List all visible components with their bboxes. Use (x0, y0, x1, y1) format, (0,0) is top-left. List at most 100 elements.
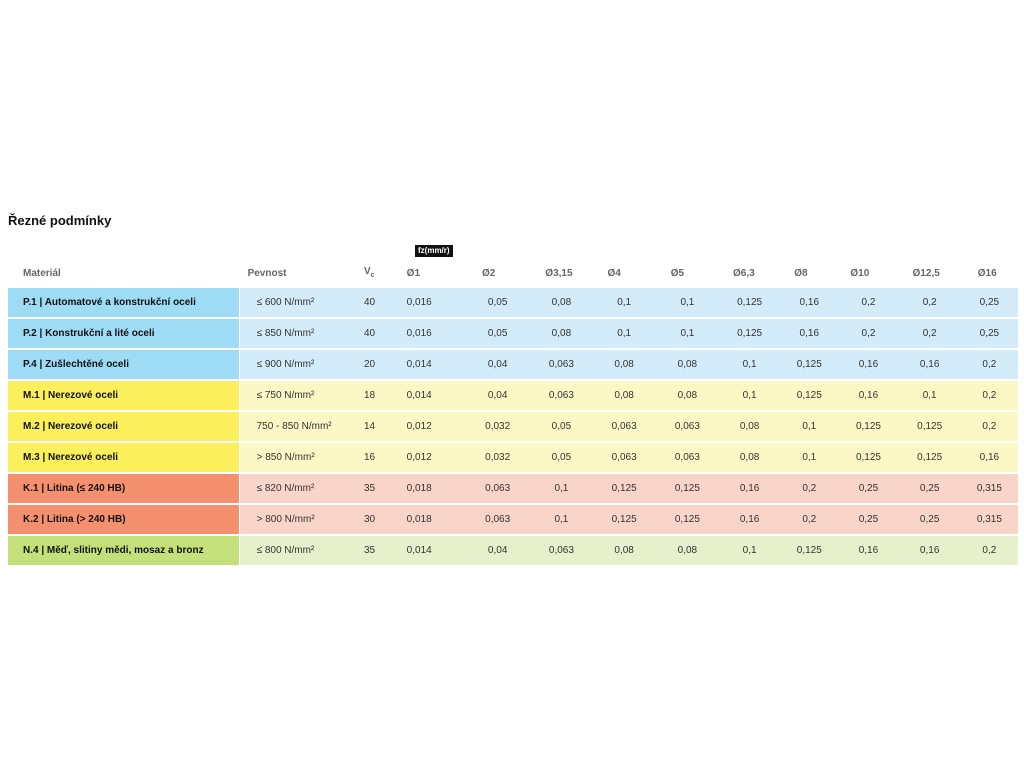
header-strength: Pevnost (247, 268, 287, 279)
fz-cell: 0,032 (465, 412, 531, 443)
header-diameter: Ø3,15 (545, 268, 573, 279)
fz-cell: 0,05 (465, 319, 531, 350)
fz-cell: 0,1 (780, 412, 839, 443)
fz-cell: 0,012 (396, 443, 466, 474)
fz-cell: 0,08 (530, 319, 593, 350)
fz-cell: 0,25 (960, 319, 1018, 350)
material-cell: P.4 | Zušlechtěné oceli (8, 350, 240, 381)
fz-cell: 0,1 (719, 536, 781, 567)
fz-cell: 0,16 (838, 350, 899, 381)
fz-cell: 0,063 (530, 381, 593, 412)
material-cell: N.4 | Měď, slitiny mědi, mosaz a bronz (8, 536, 240, 567)
fz-cell: 0,1 (530, 505, 593, 536)
fz-cell: 0,014 (396, 381, 466, 412)
fz-cell: 0,25 (898, 505, 961, 536)
fz-cell: 0,018 (396, 505, 466, 536)
fz-cell: 0,25 (838, 505, 899, 536)
vc-cell: 40 (359, 319, 397, 350)
fz-cell: 0,2 (780, 505, 839, 536)
fz-cell: 0,014 (396, 536, 466, 567)
fz-cell: 0,063 (530, 350, 593, 381)
fz-cell: 0,16 (838, 536, 899, 567)
fz-cell: 0,08 (655, 381, 720, 412)
material-cell: M.3 | Nerezové oceli (8, 443, 240, 474)
material-cell: P.2 | Konstrukční a lité oceli (8, 319, 240, 350)
fz-cell: 0,16 (838, 381, 899, 412)
fz-cell: 0,125 (838, 412, 899, 443)
cutting-conditions-table: Materiál Pevnost Vc Ø1 Ø2 Ø3,15 Ø4 Ø5 Ø6… (8, 250, 1018, 567)
header-vc-main: V (363, 266, 371, 277)
fz-cell: 0,018 (396, 474, 466, 505)
fz-cell: 0,04 (465, 381, 531, 412)
vc-cell: 35 (359, 474, 397, 505)
fz-cell: 0,16 (960, 443, 1018, 474)
fz-cell: 0,2 (838, 319, 899, 350)
fz-cell: 0,063 (655, 412, 720, 443)
header-vc: Vc (360, 250, 397, 288)
fz-cell: 0,2 (780, 474, 839, 505)
fz-cell: 0,016 (396, 319, 466, 350)
fz-cell: 0,125 (898, 412, 961, 443)
fz-cell: 0,2 (960, 381, 1018, 412)
fz-cell: 0,1 (655, 319, 720, 350)
fz-cell: 0,125 (592, 474, 656, 505)
fz-cell: 0,125 (592, 505, 656, 536)
fz-cell: 0,125 (780, 350, 839, 381)
vc-cell: 14 (359, 412, 397, 443)
fz-cell: 0,2 (960, 536, 1018, 567)
material-cell: P.1 | Automatové a konstrukční oceli (8, 288, 240, 319)
vc-cell: 18 (359, 381, 397, 412)
fz-cell: 0,063 (465, 505, 531, 536)
material-cell: M.1 | Nerezové oceli (8, 381, 240, 412)
fz-cell: 0,063 (592, 412, 656, 443)
fz-cell: 0,1 (719, 381, 781, 412)
fz-cell: 0,16 (780, 319, 839, 350)
table-row: P.1 | Automatové a konstrukční oceli ≤ 60… (8, 288, 1018, 319)
header-diameter: Ø4 (607, 268, 621, 279)
fz-cell: 0,2 (838, 288, 899, 319)
fz-cell: 0,2 (960, 350, 1018, 381)
material-cell: K.1 | Litina (≤ 240 HB) (8, 474, 240, 505)
fz-cell: 0,1 (592, 288, 656, 319)
fz-cell: 0,05 (530, 443, 593, 474)
fz-cell: 0,125 (898, 443, 961, 474)
table-row: N.4 | Měď, slitiny mědi, mosaz a bronz ≤ … (8, 536, 1018, 567)
header-diameter: Ø5 (670, 268, 685, 279)
fz-cell: 0,125 (655, 474, 720, 505)
strength-cell: > 850 N/mm² (239, 443, 360, 474)
strength-cell: ≤ 800 N/mm² (239, 536, 360, 567)
fz-cell: 0,1 (780, 443, 839, 474)
strength-cell: > 800 N/mm² (239, 505, 360, 536)
fz-cell: 0,125 (719, 319, 781, 350)
fz-cell: 0,125 (780, 381, 839, 412)
fz-cell: 0,04 (465, 350, 531, 381)
fz-cell: 0,1 (530, 474, 593, 505)
fz-cell: 0,25 (898, 474, 961, 505)
fz-cell: 0,063 (655, 443, 720, 474)
fz-cell: 0,08 (592, 536, 656, 567)
fz-cell: 0,1 (719, 350, 781, 381)
fz-cell: 0,08 (655, 350, 720, 381)
table-row: K.1 | Litina (≤ 240 HB) ≤ 820 N/mm² 35 0,01… (8, 474, 1018, 505)
fz-cell: 0,08 (719, 443, 781, 474)
strength-cell: ≤ 820 N/mm² (239, 474, 360, 505)
fz-cell: 0,063 (592, 443, 656, 474)
fz-cell: 0,25 (960, 288, 1018, 319)
page-title: Řezné podmínky (8, 213, 112, 228)
fz-unit-badge: fz(mm/r) (415, 245, 453, 257)
fz-cell: 0,1 (592, 319, 656, 350)
fz-cell: 0,315 (960, 474, 1018, 505)
fz-cell: 0,16 (780, 288, 839, 319)
fz-cell: 0,125 (719, 288, 781, 319)
fz-cell: 0,08 (530, 288, 593, 319)
header-vc-sub: c (370, 272, 375, 279)
fz-cell: 0,16 (898, 536, 961, 567)
fz-cell: 0,014 (396, 350, 466, 381)
fz-cell: 0,25 (838, 474, 899, 505)
table-row: M.1 | Nerezové oceli ≤ 750 N/mm² 18 0,014 0,… (8, 381, 1018, 412)
header-diameter: Ø1 (406, 268, 421, 279)
fz-cell: 0,08 (592, 350, 656, 381)
material-cell: M.2 | Nerezové oceli (8, 412, 240, 443)
header-diameter: Ø6,3 (733, 268, 755, 279)
fz-cell: 0,04 (465, 536, 531, 567)
